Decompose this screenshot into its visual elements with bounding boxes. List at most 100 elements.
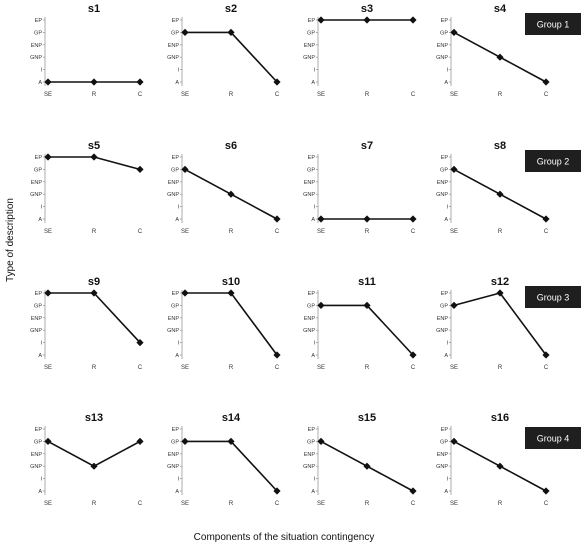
panel-s6: s6 AI GNP ENP GP EP SE R C	[167, 140, 281, 235]
data-point	[227, 190, 235, 198]
y-tick-label: ENP	[31, 43, 43, 49]
data-point	[181, 28, 189, 36]
data-point	[181, 289, 189, 297]
y-tick-label: GP	[307, 30, 315, 36]
group-badge-label: Group 3	[537, 293, 570, 303]
y-tick-label: GNP	[303, 192, 315, 198]
y-tick-label: A	[311, 217, 315, 223]
series-line	[48, 292, 141, 344]
data-point	[317, 301, 325, 309]
x-tick-label: R	[365, 365, 370, 371]
y-tick-label: GP	[34, 167, 42, 173]
data-point	[90, 462, 98, 470]
panel-title: s4	[494, 3, 507, 15]
x-tick-label: SE	[44, 365, 52, 371]
y-tick-label: EP	[35, 291, 43, 297]
panel-s8: s8 AI GNP ENP GP EP SE R C	[436, 140, 550, 235]
y-tick-label: ENP	[304, 43, 316, 49]
series-line	[47, 440, 141, 468]
y-tick-label: ENP	[168, 43, 180, 49]
y-tick-label: A	[38, 489, 42, 495]
group-badge-3: Group 3	[525, 286, 581, 308]
x-tick-label: R	[498, 501, 503, 507]
data-point	[409, 16, 417, 24]
data-point	[227, 289, 235, 297]
data-point	[136, 78, 144, 86]
x-axis-label: Components of the situation contingency	[194, 532, 375, 543]
y-tick-label: ENP	[31, 316, 43, 322]
y-tick-label: A	[311, 80, 315, 86]
y-tick-label: EP	[441, 291, 449, 297]
y-tick-label: I	[177, 477, 179, 483]
y-tick-label: A	[444, 353, 448, 359]
y-tick-label: GNP	[436, 192, 448, 198]
data-point	[450, 437, 458, 445]
y-tick-label: GNP	[167, 55, 179, 61]
x-tick-label: SE	[44, 229, 52, 235]
panel-title: s6	[225, 140, 237, 152]
y-tick-label: ENP	[168, 180, 180, 186]
x-tick-label: SE	[317, 229, 325, 235]
x-tick-label: SE	[181, 229, 189, 235]
data-point	[273, 215, 281, 223]
y-tick-label: GP	[307, 167, 315, 173]
y-tick-label: EP	[441, 18, 449, 24]
y-tick-label: I	[446, 477, 448, 483]
data-point	[44, 78, 52, 86]
y-tick-label: ENP	[304, 180, 316, 186]
y-tick-label: GNP	[30, 328, 42, 334]
x-tick-label: R	[229, 365, 234, 371]
x-tick-label: SE	[317, 92, 325, 98]
x-tick-label: C	[275, 229, 280, 235]
data-point	[317, 16, 325, 24]
x-tick-label: SE	[181, 92, 189, 98]
y-tick-label: GNP	[30, 55, 42, 61]
y-tick-label: GP	[34, 303, 42, 309]
panel-title: s13	[85, 412, 103, 424]
y-tick-label: I	[40, 341, 42, 347]
y-tick-label: A	[444, 217, 448, 223]
panel-s5: s5 AI GNP ENP GP EP SE R C	[30, 140, 144, 235]
x-tick-label: SE	[450, 365, 458, 371]
y-tick-label: GP	[171, 167, 179, 173]
y-tick-label: EP	[172, 427, 180, 433]
panel-title: s10	[222, 276, 240, 288]
y-tick-label: GNP	[303, 464, 315, 470]
data-point	[273, 351, 281, 359]
y-tick-label: ENP	[168, 316, 180, 322]
y-tick-label: GNP	[30, 192, 42, 198]
y-tick-label: EP	[35, 18, 43, 24]
panel-title: s5	[88, 140, 100, 152]
y-tick-label: A	[444, 489, 448, 495]
y-tick-label: ENP	[31, 452, 43, 458]
panel-s13: s13 AI GNP ENP GP EP SE R C	[30, 412, 144, 507]
y-tick-label: GP	[171, 439, 179, 445]
x-tick-label: C	[544, 229, 549, 235]
y-tick-label: GNP	[436, 55, 448, 61]
y-tick-label: EP	[35, 427, 43, 433]
y-tick-label: I	[446, 341, 448, 347]
panel-s16: s16 AI GNP ENP GP EP SE R C	[436, 412, 550, 507]
panel-s10: s10 AI GNP ENP GP EP SE R C	[167, 276, 281, 371]
panel-title: s9	[88, 276, 100, 288]
y-tick-label: GP	[440, 167, 448, 173]
x-tick-label: SE	[181, 501, 189, 507]
y-tick-label: GNP	[167, 464, 179, 470]
x-tick-label: C	[411, 501, 416, 507]
y-tick-label: A	[311, 353, 315, 359]
y-tick-label: ENP	[31, 180, 43, 186]
y-tick-label: ENP	[437, 452, 449, 458]
y-axis-label: Type of description	[5, 198, 16, 282]
panel-title: s2	[225, 3, 237, 15]
panel-s4: s4 AI GNP ENP GP EP SE R C	[436, 3, 550, 98]
data-point	[496, 53, 504, 61]
data-point	[542, 78, 550, 86]
panel-s14: s14 AI GNP ENP GP EP SE R C	[167, 412, 281, 507]
data-point	[542, 351, 550, 359]
y-tick-label: A	[175, 353, 179, 359]
data-point	[90, 78, 98, 86]
data-point	[542, 215, 550, 223]
group-badge-4: Group 4	[525, 427, 581, 449]
